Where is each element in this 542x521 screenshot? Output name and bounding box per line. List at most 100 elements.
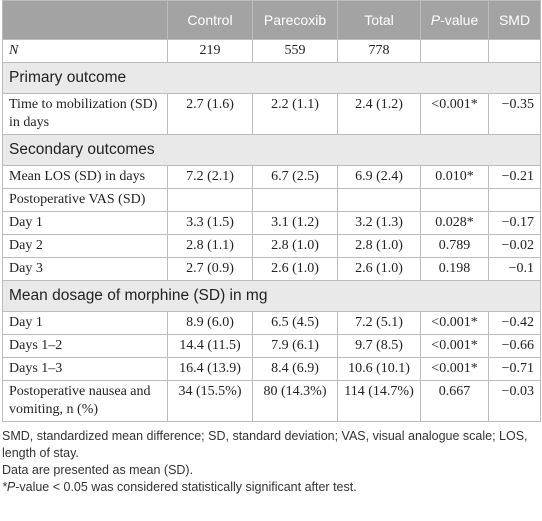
row-label-text: Mean LOS (SD) in days <box>9 169 146 184</box>
header-text: Control <box>187 12 233 28</box>
cell: 114 (14.7%) <box>337 380 421 422</box>
footnote-text: Data are presented as mean (SD). <box>2 463 194 477</box>
table-container: Control Parecoxib Total P-value SMD N 219 559 7… <box>2 0 541 496</box>
cell: 2.7 (1.6) <box>167 93 253 135</box>
cell: −0.21 <box>488 165 541 189</box>
header-text: SMD <box>498 12 531 28</box>
header-cell: SMD <box>488 0 541 40</box>
row-label: Day 3 <box>2 257 168 281</box>
cell: 0.010* <box>420 165 489 189</box>
row-label: Days 1–3 <box>2 357 168 381</box>
footnote: *P-value < 0.05 was considered statistic… <box>2 479 540 496</box>
row-label-text: Day 2 <box>9 238 43 253</box>
data-row: Mean LOS (SD) in days 7.2 (2.1) 6.7 (2.5) 6… <box>2 165 541 189</box>
row-label-text: Day 1 <box>9 315 43 330</box>
cell: 3.1 (1.2) <box>252 211 338 235</box>
cell: 16.4 (13.9) <box>167 357 253 381</box>
footnote: SMD, standardized mean difference; SD, s… <box>2 428 540 462</box>
cell: 7.9 (6.1) <box>252 334 338 358</box>
data-row: Days 1–2 14.4 (11.5) 7.9 (6.1) 9.7 (8.5) <0.… <box>2 334 541 358</box>
empty-cell <box>488 39 541 63</box>
header-cell: Parecoxib <box>252 0 338 40</box>
section-row: Mean dosage of morphine (SD) in mg <box>2 280 541 312</box>
empty-cell <box>420 39 489 63</box>
section-row: Primary outcome <box>2 62 541 94</box>
cell: 219 <box>167 39 253 63</box>
cell: 10.6 (10.1) <box>337 357 421 381</box>
section-title: Mean dosage of morphine (SD) in mg <box>2 280 541 312</box>
footnote-text: *P-value < 0.05 was considered statistic… <box>2 480 357 494</box>
cell: 8.4 (6.9) <box>252 357 338 381</box>
data-row: Postoperative VAS (SD) <box>2 188 541 212</box>
cell: −0.17 <box>488 211 541 235</box>
cell: 0.198 <box>420 257 489 281</box>
cell: −0.1 <box>488 257 541 281</box>
row-label: Day 1 <box>2 311 168 335</box>
row-label-text: Days 1–3 <box>9 361 63 376</box>
cell: −0.71 <box>488 357 541 381</box>
data-row: Time to mobilization (SD) in days 2.7 (1.… <box>2 93 541 135</box>
section-title: Primary outcome <box>2 62 541 94</box>
empty-cell <box>337 188 421 212</box>
header-text: Total <box>364 12 394 28</box>
data-row: Days 1–3 16.4 (13.9) 8.4 (6.9) 10.6 (10.1) <… <box>2 357 541 381</box>
data-row: Postoperative nausea and vomiting, n (%)… <box>2 380 541 422</box>
empty-cell <box>167 188 253 212</box>
cell: 7.2 (5.1) <box>337 311 421 335</box>
table-body: N 219 559 778 Primary outcome Time to mobiliz… <box>2 39 541 422</box>
cell: 34 (15.5%) <box>167 380 253 422</box>
cell: 2.6 (1.0) <box>252 257 338 281</box>
cell: <0.001* <box>420 334 489 358</box>
row-label: Mean LOS (SD) in days <box>2 165 168 189</box>
empty-cell <box>420 188 489 212</box>
data-row: Day 3 2.7 (0.9) 2.6 (1.0) 2.6 (1.0) 0.198 −0.… <box>2 257 541 281</box>
cell: 3.2 (1.3) <box>337 211 421 235</box>
cell: 559 <box>252 39 338 63</box>
header-cell <box>2 0 168 40</box>
header-cell: P-value <box>420 0 489 40</box>
empty-cell <box>488 188 541 212</box>
cell: 9.7 (8.5) <box>337 334 421 358</box>
cell: 2.8 (1.0) <box>337 234 421 258</box>
row-label: Day 2 <box>2 234 168 258</box>
cell: <0.001* <box>420 311 489 335</box>
row-label: Day 1 <box>2 211 168 235</box>
footnote: Data are presented as mean (SD). <box>2 462 540 479</box>
data-row: Day 1 3.3 (1.5) 3.1 (1.2) 3.2 (1.3) 0.028* −0… <box>2 211 541 235</box>
row-label-text: Time to mobilization (SD) in days <box>9 97 158 130</box>
section-row: Secondary outcomes <box>2 134 541 166</box>
footnotes: SMD, standardized mean difference; SD, s… <box>2 428 540 496</box>
cell: <0.001* <box>420 357 489 381</box>
header-cell: Control <box>167 0 253 40</box>
cell: 80 (14.3%) <box>252 380 338 422</box>
row-label: Time to mobilization (SD) in days <box>2 93 168 135</box>
cell: 6.5 (4.5) <box>252 311 338 335</box>
row-label: N <box>2 39 168 63</box>
cell: −0.35 <box>488 93 541 135</box>
cell: 2.2 (1.1) <box>252 93 338 135</box>
data-row: N 219 559 778 <box>2 39 541 63</box>
cell: 2.6 (1.0) <box>337 257 421 281</box>
cell: 6.7 (2.5) <box>252 165 338 189</box>
empty-cell <box>252 188 338 212</box>
cell: 0.789 <box>420 234 489 258</box>
cell: 2.4 (1.2) <box>337 93 421 135</box>
row-label-text: Postoperative nausea and vomiting, n (%) <box>9 384 151 417</box>
row-label-text: Days 1–2 <box>9 338 63 353</box>
header-text: Parecoxib <box>263 12 327 28</box>
row-label: Days 1–2 <box>2 334 168 358</box>
data-row: Day 2 2.8 (1.1) 2.8 (1.0) 2.8 (1.0) 0.789 −0.… <box>2 234 541 258</box>
cell: 0.028* <box>420 211 489 235</box>
row-label: Postoperative nausea and vomiting, n (%) <box>2 380 168 422</box>
cell: 2.8 (1.0) <box>252 234 338 258</box>
cell: −0.42 <box>488 311 541 335</box>
cell: −0.02 <box>488 234 541 258</box>
cell: 8.9 (6.0) <box>167 311 253 335</box>
section-title: Secondary outcomes <box>2 134 541 166</box>
header-cell: Total <box>337 0 421 40</box>
cell: 0.667 <box>420 380 489 422</box>
cell: 14.4 (11.5) <box>167 334 253 358</box>
header-row: Control Parecoxib Total P-value SMD <box>2 0 541 40</box>
cell: 6.9 (2.4) <box>337 165 421 189</box>
